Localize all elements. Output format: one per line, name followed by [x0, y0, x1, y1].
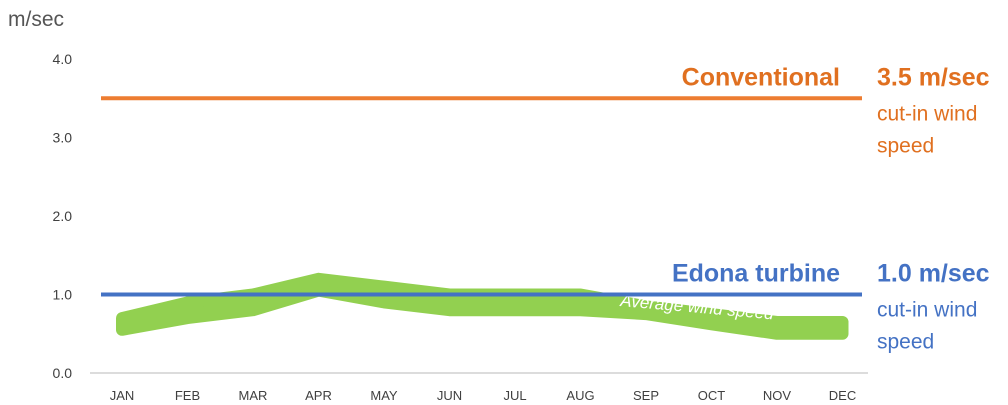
- y-unit-label: m/sec: [8, 8, 64, 31]
- edona-turbine-line-label: Edona turbine: [672, 260, 840, 288]
- reference-lines-group: Conventional 3.5 m/sec cut-in wind speed Edo…: [101, 63, 990, 354]
- x-tick-label: OCT: [698, 388, 726, 403]
- y-tick-label: 0.0: [53, 365, 73, 381]
- x-tick-label: SEP: [633, 388, 659, 403]
- x-axis-ticks: JAN FEB MAR APR MAY JUN JUL AUG SEP OCT NOV DEC: [110, 388, 857, 403]
- conventional-cut-in-note-line2: speed: [877, 134, 934, 157]
- x-tick-label: JUN: [437, 388, 462, 403]
- x-tick-label: DEC: [829, 388, 856, 403]
- x-tick-label: APR: [305, 388, 332, 403]
- x-tick-label: NOV: [763, 388, 792, 403]
- y-tick-label: 3.0: [53, 130, 73, 146]
- conventional-cut-in-note-line1: cut-in wind: [877, 102, 977, 125]
- y-tick-label: 4.0: [53, 51, 73, 67]
- conventional-line-label: Conventional: [682, 63, 840, 91]
- x-tick-label: FEB: [175, 388, 200, 403]
- conventional-cut-in-value: 3.5 m/sec: [877, 63, 990, 91]
- edona-turbine-cut-in-note-line2: speed: [877, 331, 934, 354]
- y-tick-label: 1.0: [53, 287, 73, 303]
- edona-turbine-cut-in-note-line1: cut-in wind: [877, 299, 977, 322]
- y-tick-label: 2.0: [53, 208, 73, 224]
- x-tick-label: JAN: [110, 388, 135, 403]
- x-tick-label: AUG: [566, 388, 594, 403]
- edona-turbine-cut-in-value: 1.0 m/sec: [877, 260, 990, 288]
- y-axis-ticks: 0.0 1.0 2.0 3.0 4.0: [53, 51, 73, 381]
- x-tick-label: MAR: [239, 388, 268, 403]
- x-tick-label: JUL: [503, 388, 526, 403]
- x-tick-label: MAY: [370, 388, 398, 403]
